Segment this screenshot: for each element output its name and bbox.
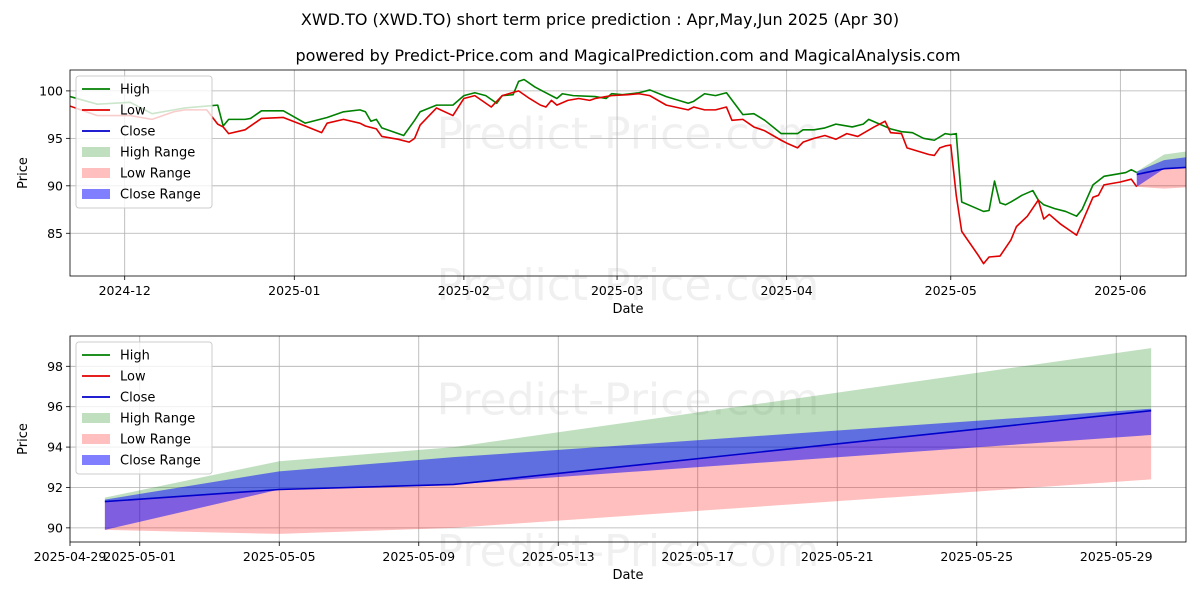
x-tick-label: 2025-04 <box>761 283 813 298</box>
watermark: Predict-Price.com <box>437 260 820 311</box>
x-tick-label: 2025-04-29 <box>34 549 107 564</box>
legend-label-high: High <box>120 349 150 364</box>
plot-area <box>104 348 1152 534</box>
close-series-line <box>1136 166 1186 176</box>
legend-swatch-high-range <box>82 413 110 423</box>
y-tick-label: 85 <box>47 226 63 241</box>
legend-swatch-high-range <box>82 147 110 157</box>
y-tick-label: 92 <box>47 480 63 495</box>
high-range-area <box>104 348 1152 502</box>
x-tick-label: 2025-05-13 <box>522 549 595 564</box>
x-tick-label: 2025-05-01 <box>103 549 176 564</box>
watermark: Predict-Price.com <box>437 526 820 577</box>
legend-label-high-range: High Range <box>120 412 195 427</box>
watermark: Predict-Price.com <box>437 108 820 159</box>
chart-subtitle: powered by Predict-Price.com and Magical… <box>295 46 960 65</box>
y-axis-label: Price <box>16 157 31 189</box>
y-tick-label: 100 <box>39 83 63 98</box>
legend-label-low-range: Low Range <box>120 167 191 182</box>
legend-swatch-close-range <box>82 455 110 465</box>
x-tick-label: 2025-05-21 <box>801 549 874 564</box>
x-tick-label: 2025-05-25 <box>940 549 1013 564</box>
bottom-panel: Predict-Price.comPredict-Price.com2025-0… <box>16 335 1187 583</box>
high-series-line <box>70 78 1138 217</box>
legend-label-close-range: Close Range <box>120 188 201 203</box>
y-tick-label: 96 <box>47 399 63 414</box>
legend-label-low-range: Low Range <box>120 433 191 448</box>
legend: High Low Close High Range Low Range Close Ran… <box>75 75 213 209</box>
close-range-area <box>1136 157 1186 187</box>
plot-frame <box>69 69 1187 277</box>
legend-swatch-close-range <box>82 189 110 199</box>
legend-swatch-low-range <box>82 434 110 444</box>
y-tick-label: 94 <box>47 440 63 455</box>
x-tick-label: 2025-01 <box>268 283 320 298</box>
legend-swatch-low-range <box>82 168 110 178</box>
plot-frame <box>69 335 1187 543</box>
watermark: Predict-Price.com <box>437 374 820 425</box>
grid <box>70 70 1186 276</box>
x-tick-label: 2025-05-05 <box>243 549 316 564</box>
x-tick-label: 2025-05-17 <box>661 549 734 564</box>
low-series-line <box>70 90 1138 265</box>
legend-box <box>75 341 213 475</box>
x-tick-label: 2025-05 <box>925 283 977 298</box>
x-tick-label: 2025-06 <box>1094 283 1146 298</box>
x-axis-label: Date <box>612 302 643 317</box>
x-tick-label: 2025-05-09 <box>382 549 455 564</box>
y-axis-label: Price <box>16 423 31 455</box>
x-tick-label: 2025-05-29 <box>1080 549 1153 564</box>
x-tick-label: 2025-03 <box>591 283 643 298</box>
x-tick-label: 2025-02 <box>438 283 490 298</box>
legend-label-low: Low <box>120 104 146 119</box>
y-tick-label: 95 <box>47 131 63 146</box>
x-axis-label: Date <box>612 568 643 583</box>
chart-title: XWD.TO (XWD.TO) short term price predict… <box>301 10 899 29</box>
legend-label-close-range: Close Range <box>120 454 201 469</box>
top-panel: Predict-Price.com Predict-Price.com 2024-1… <box>16 69 1187 317</box>
plot-area <box>70 78 1186 265</box>
legend-label-close: Close <box>120 391 155 406</box>
y-tick-label: 90 <box>47 178 63 193</box>
legend: High Low Close High Range Low Range Close Ran… <box>75 341 213 475</box>
close-series-line <box>104 409 1152 503</box>
x-tick-label: 2024-12 <box>99 283 151 298</box>
legend-label-high: High <box>120 83 150 98</box>
y-tick-label: 90 <box>47 520 63 535</box>
legend-box <box>75 75 213 209</box>
legend-label-low: Low <box>120 370 146 385</box>
y-tick-label: 98 <box>47 359 63 374</box>
legend-label-high-range: High Range <box>120 146 195 161</box>
legend-label-close: Close <box>120 125 155 140</box>
